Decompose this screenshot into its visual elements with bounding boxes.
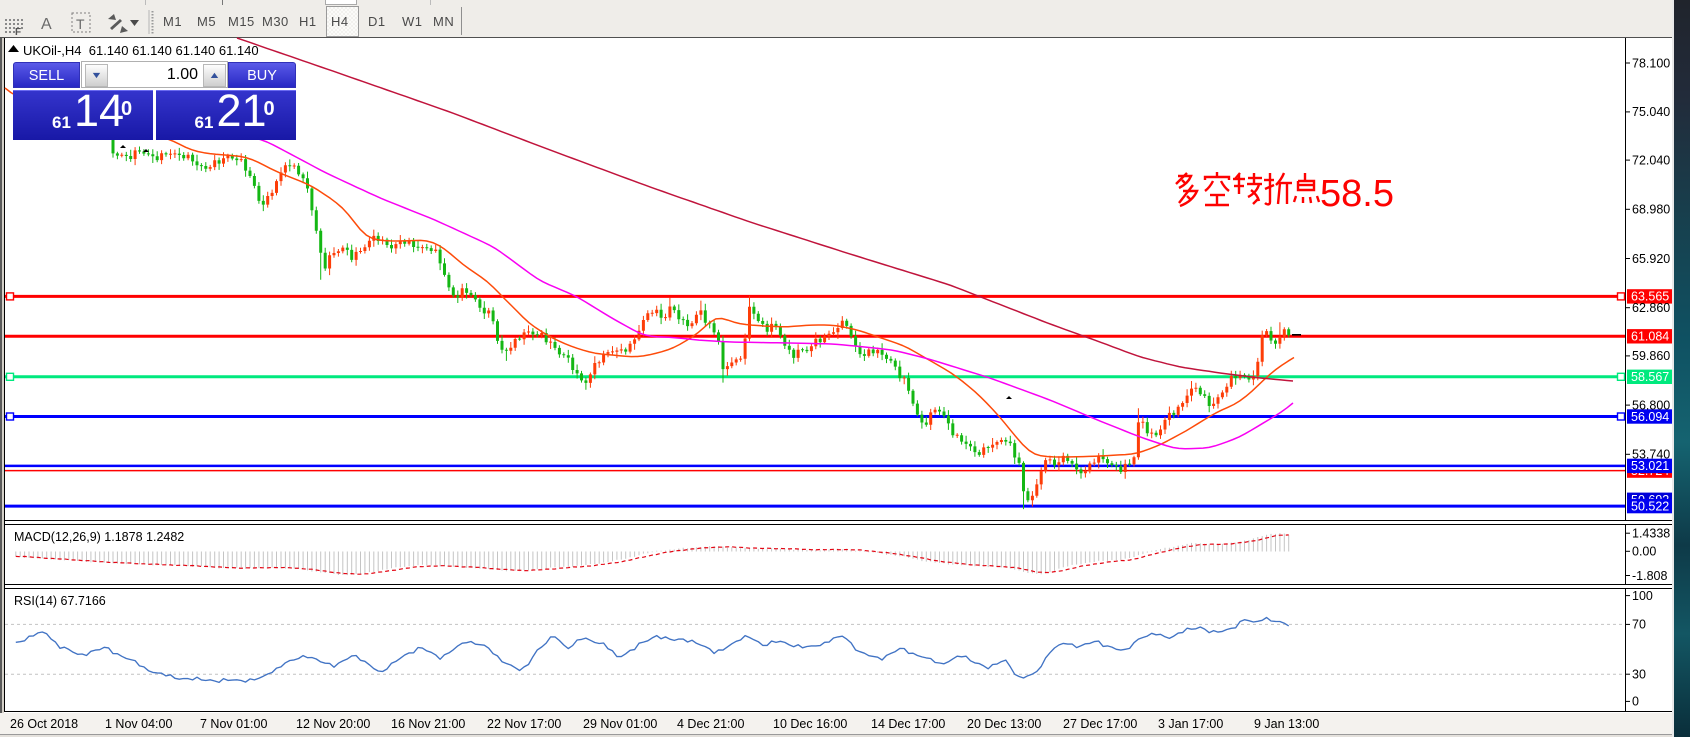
svg-text:UKOil-,H4 61.140 61.140 61.14: UKOil-,H4 61.140 61.140 61.140 61.140 — [23, 43, 259, 58]
svg-text:0: 0 — [1632, 695, 1639, 709]
svg-text:29 Nov 01:00: 29 Nov 01:00 — [583, 717, 657, 731]
svg-text:63.565: 63.565 — [1631, 290, 1669, 304]
svg-text:62.860: 62.860 — [1632, 301, 1670, 315]
svg-text:22 Nov 17:00: 22 Nov 17:00 — [487, 717, 561, 731]
svg-text:RSI(14) 67.7166: RSI(14) 67.7166 — [14, 594, 106, 608]
svg-text:1.4338: 1.4338 — [1632, 527, 1670, 541]
svg-text:MACD(12,26,9) 1.1878 1.2482: MACD(12,26,9) 1.1878 1.2482 — [14, 530, 184, 544]
svg-text:7 Nov 01:00: 7 Nov 01:00 — [200, 717, 267, 731]
svg-text:3 Jan 17:00: 3 Jan 17:00 — [1158, 717, 1223, 731]
svg-text:20 Dec 13:00: 20 Dec 13:00 — [967, 717, 1041, 731]
svg-text:100: 100 — [1632, 589, 1653, 603]
svg-text:78.100: 78.100 — [1632, 56, 1670, 70]
svg-text:-1.808: -1.808 — [1632, 569, 1667, 583]
svg-text:0.00: 0.00 — [1632, 545, 1656, 559]
svg-text:65.920: 65.920 — [1632, 252, 1670, 266]
svg-text:56.094: 56.094 — [1631, 410, 1669, 424]
svg-text:58.5: 58.5 — [1320, 173, 1394, 215]
svg-text:50.522: 50.522 — [1631, 499, 1669, 513]
svg-text:30: 30 — [1632, 668, 1646, 682]
svg-text:16 Nov 21:00: 16 Nov 21:00 — [391, 717, 465, 731]
svg-text:61.084: 61.084 — [1631, 330, 1669, 344]
svg-text:10 Dec 16:00: 10 Dec 16:00 — [773, 717, 847, 731]
svg-text:27 Dec 17:00: 27 Dec 17:00 — [1063, 717, 1137, 731]
svg-text:59.860: 59.860 — [1632, 349, 1670, 363]
svg-text:9 Jan 13:00: 9 Jan 13:00 — [1254, 717, 1319, 731]
svg-text:70: 70 — [1632, 618, 1646, 632]
svg-text:68.980: 68.980 — [1632, 203, 1670, 217]
svg-text:A: A — [41, 16, 52, 33]
svg-text:12 Nov 20:00: 12 Nov 20:00 — [296, 717, 370, 731]
svg-text:72.040: 72.040 — [1632, 153, 1670, 167]
svg-text:53.740: 53.740 — [1632, 448, 1670, 462]
svg-text:T: T — [76, 16, 85, 32]
svg-text:26 Oct 2018: 26 Oct 2018 — [10, 717, 78, 731]
svg-text:75.040: 75.040 — [1632, 105, 1670, 119]
svg-text:53.021: 53.021 — [1631, 459, 1669, 473]
svg-text:F: F — [15, 27, 21, 37]
svg-text:58.567: 58.567 — [1631, 370, 1669, 384]
svg-text:14 Dec 17:00: 14 Dec 17:00 — [871, 717, 945, 731]
svg-text:56.800: 56.800 — [1632, 398, 1670, 412]
svg-text:1 Nov 04:00: 1 Nov 04:00 — [105, 717, 172, 731]
svg-text:4 Dec 21:00: 4 Dec 21:00 — [677, 717, 744, 731]
